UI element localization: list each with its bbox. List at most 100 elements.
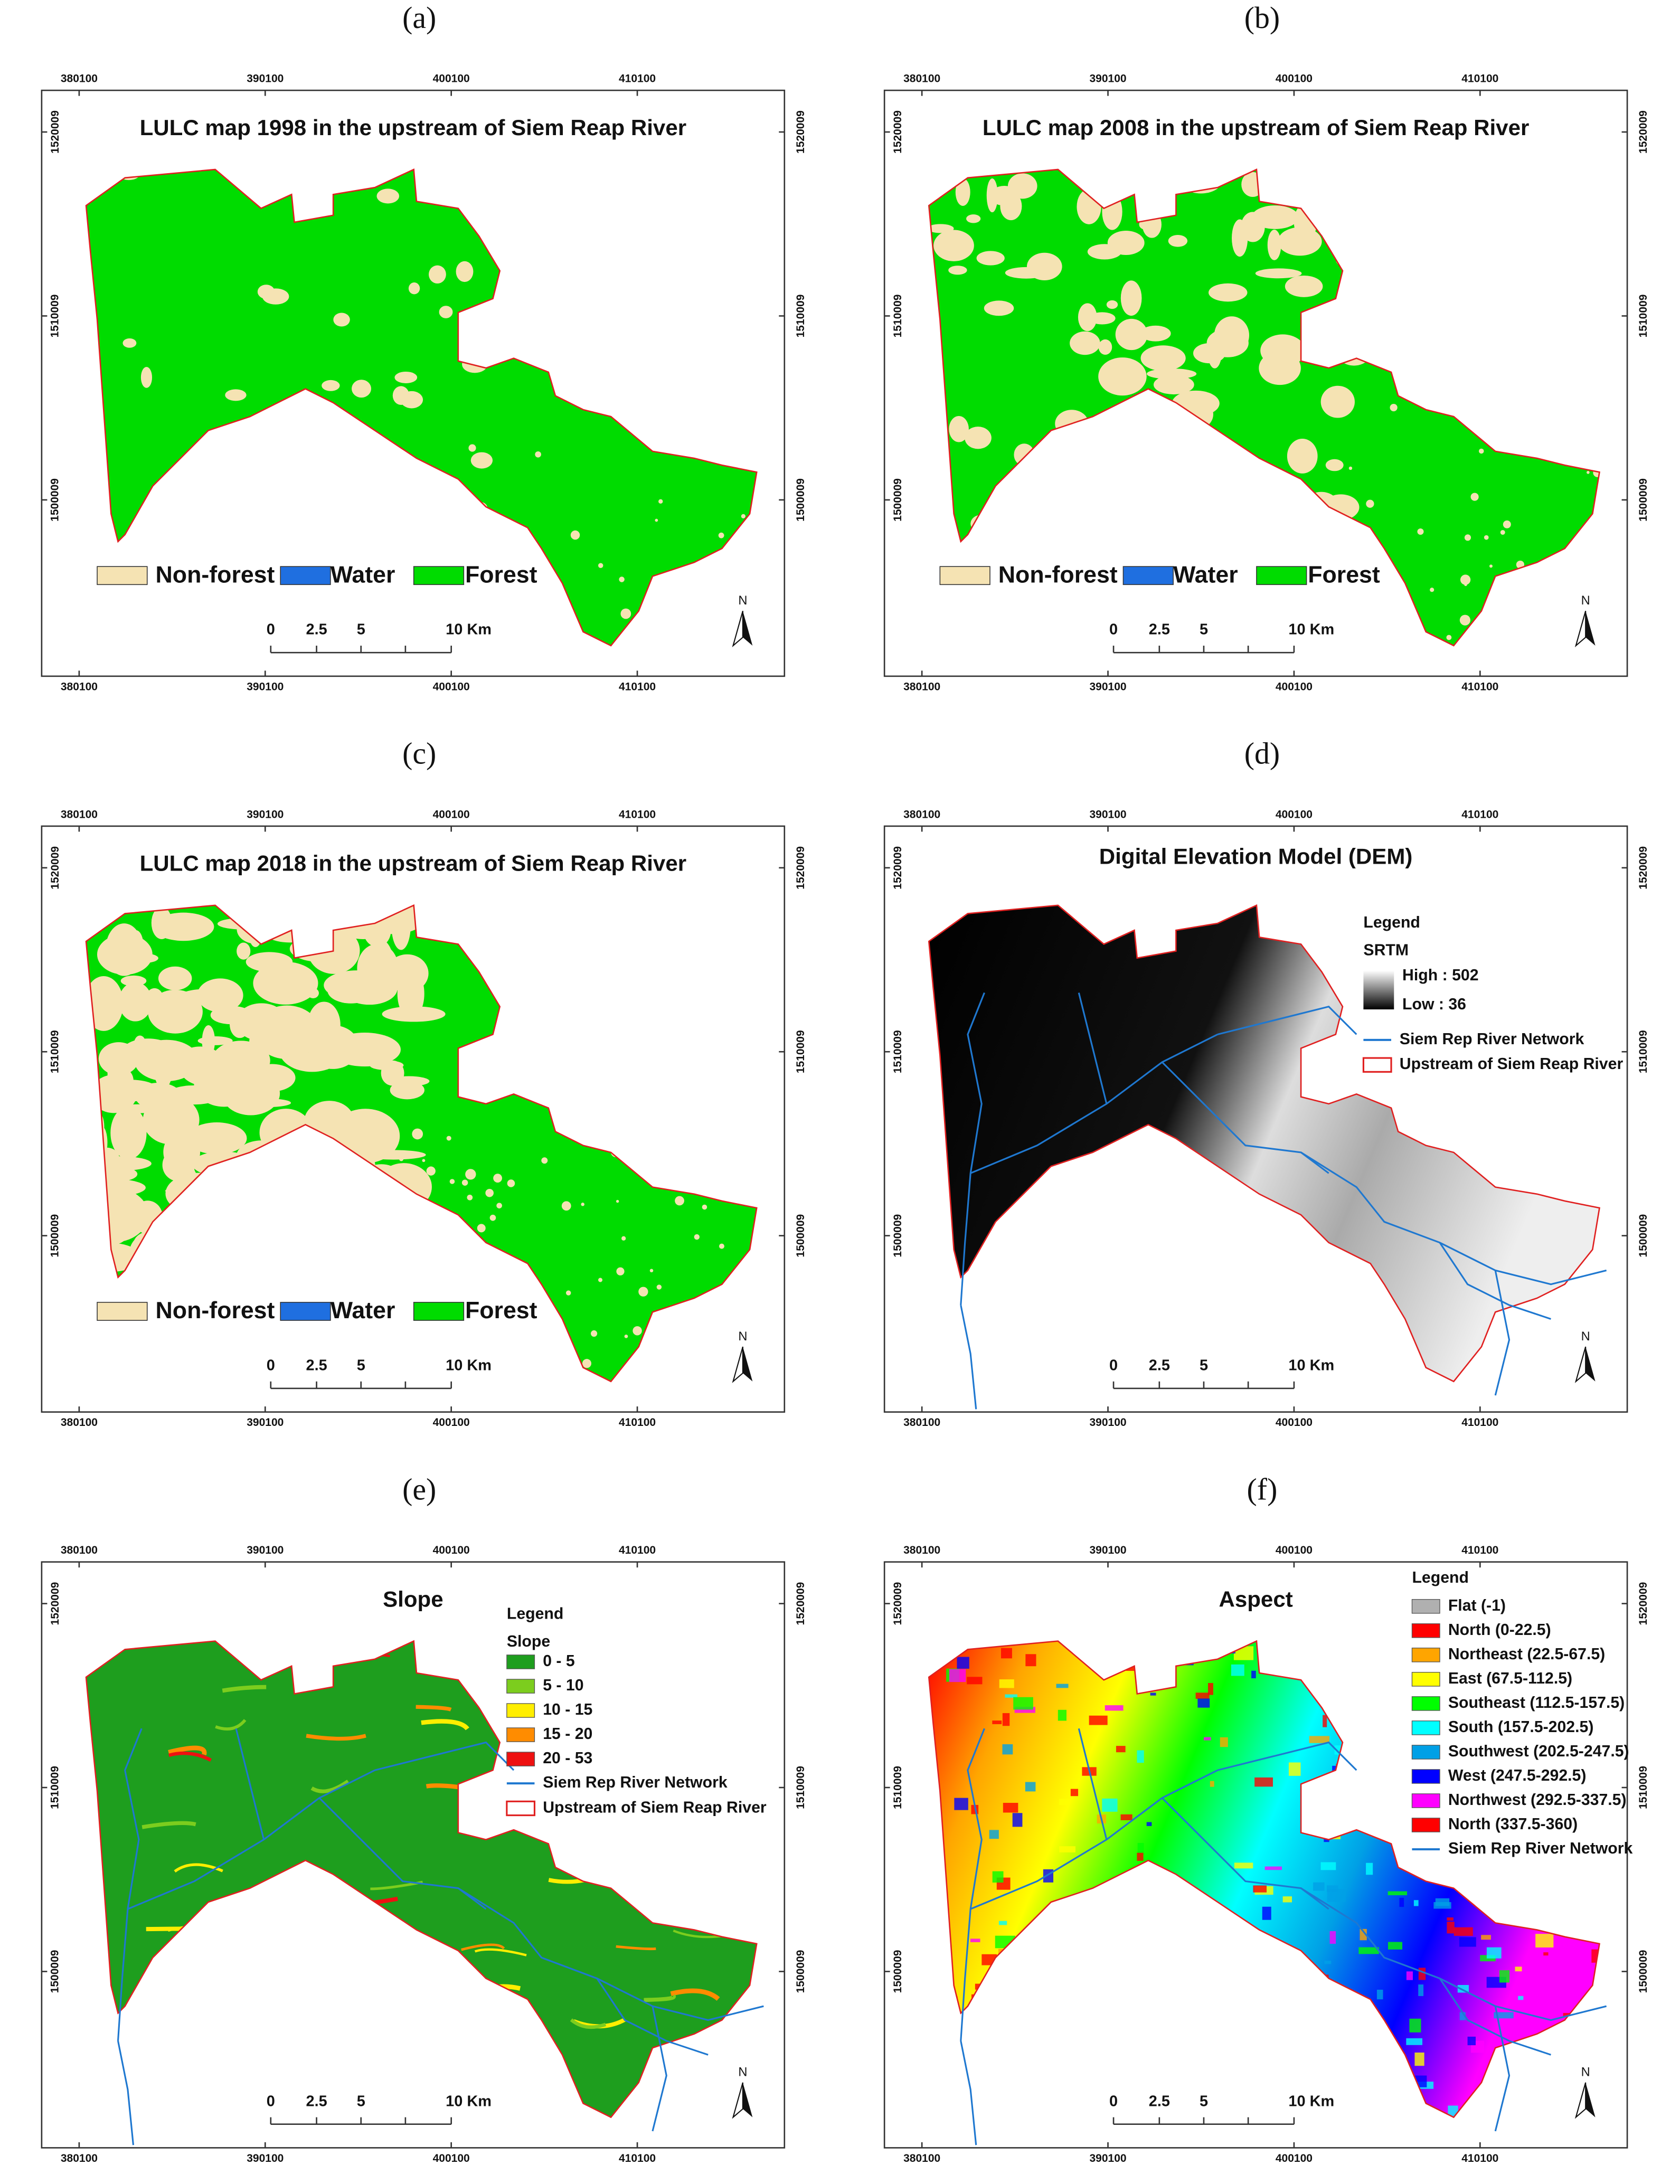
scale-label: 0 [1109, 621, 1118, 638]
y-tick-label: 1520009 [795, 846, 807, 890]
legend-label: Siem Rep River Network [1448, 1840, 1633, 1857]
non-forest-patch [122, 338, 137, 348]
river [318, 1797, 487, 1910]
x-tick-label: 410100 [1461, 808, 1498, 820]
legend-title: Legend [1412, 1569, 1469, 1586]
scale-label: 10 Km [1288, 1357, 1334, 1374]
panel-label: (f) [1247, 1472, 1278, 1506]
non-forest-patch [719, 1243, 724, 1249]
non-forest-patch [933, 230, 974, 261]
map-panel: (a) 380100 380100 390100 390100 400100 400100 4… [41, 1, 807, 693]
north-arrow [1585, 1347, 1596, 1382]
non-forest-patch [408, 282, 420, 295]
non-forest-patch [1500, 530, 1505, 535]
aspect-patch [992, 1871, 1004, 1883]
legend-label: 0 - 5 [543, 1652, 575, 1670]
x-tick-label: 380100 [61, 1544, 98, 1556]
non-forest-patch [397, 968, 424, 1019]
aspect-patch [1013, 1697, 1033, 1710]
legend-swatch [1256, 566, 1307, 585]
river [1494, 1270, 1511, 1396]
non-forest-patch [976, 251, 1005, 266]
y-tick-label: 1520009 [1637, 1582, 1649, 1625]
aspect-patch [1494, 2012, 1514, 2019]
river [457, 1887, 764, 2021]
north-arrow [1585, 2082, 1596, 2117]
legend-label: Water [331, 562, 395, 588]
legend-swatch [1411, 1769, 1440, 1784]
non-forest-patch [598, 1278, 603, 1282]
y-tick-label: 1510009 [1637, 1766, 1649, 1809]
y-tick-label: 1500009 [892, 478, 904, 522]
non-forest-patch [949, 416, 969, 442]
aspect-patch [1376, 1989, 1383, 2000]
y-tick-label: 1520009 [49, 110, 61, 154]
non-forest-patch [135, 1083, 182, 1110]
x-tick-label: 390100 [1089, 1544, 1126, 1556]
non-forest-patch [361, 1150, 426, 1160]
x-tick-label: 390100 [1089, 1416, 1126, 1429]
non-forest-patch [1303, 453, 1309, 460]
legend-label: Forest [465, 562, 537, 588]
legend-swatch [1411, 1745, 1440, 1760]
aspect-patch [1518, 1996, 1524, 2000]
x-tick-label: 410100 [1461, 1544, 1498, 1556]
panel-label: (e) [402, 1472, 436, 1506]
x-tick-label: 410100 [619, 1544, 656, 1556]
non-forest-patch [1390, 403, 1398, 412]
north-label: N [738, 1330, 747, 1344]
aspect-patch [1025, 1654, 1036, 1667]
non-forest-patch [1193, 343, 1226, 364]
x-tick-label: 380100 [61, 808, 98, 820]
y-tick-label: 1500009 [795, 478, 807, 522]
non-forest-patch [110, 1107, 147, 1159]
aspect-patch [1059, 1799, 1070, 1805]
non-forest-patch [449, 1179, 455, 1184]
slope-streak [168, 1745, 207, 1755]
x-tick-label: 400100 [433, 1544, 470, 1556]
legend-title: Legend [507, 1605, 564, 1623]
legend-subtitle: Slope [507, 1633, 550, 1650]
non-forest-patch [620, 608, 631, 619]
aspect-patch [1197, 1698, 1210, 1708]
x-tick-label: 400100 [1276, 1416, 1313, 1429]
map-area [86, 1641, 757, 2117]
legend-label: East (67.5-112.5) [1448, 1670, 1572, 1687]
non-forest-patch [493, 1174, 502, 1183]
non-forest-patch [1478, 448, 1484, 454]
aspect-patch [1309, 1736, 1330, 1743]
non-forest-patch [624, 1334, 628, 1338]
river [1439, 1978, 1551, 2056]
legend-swatch [1411, 1672, 1440, 1687]
non-forest-patch [376, 188, 400, 204]
legend-label: Non-forest [998, 562, 1118, 588]
non-forest-patch [565, 1290, 571, 1296]
non-forest-patch [1267, 230, 1281, 260]
x-tick-label: 410100 [1461, 2152, 1498, 2164]
slope-streak [416, 1705, 452, 1712]
legend-swatch [1122, 566, 1174, 585]
non-forest-patch [702, 1204, 707, 1210]
aspect-patch [1005, 1694, 1017, 1698]
non-forest-patch [1348, 466, 1353, 470]
aspect-patch [970, 1939, 980, 1942]
non-forest-patch [1287, 439, 1318, 474]
non-forest-patch [477, 1224, 486, 1233]
aspect-patch [1313, 1882, 1325, 1891]
river [960, 1728, 985, 2041]
north-arrow [1574, 611, 1587, 648]
x-tick-label: 400100 [1276, 1544, 1313, 1556]
scale-label: 10 Km [1288, 621, 1334, 638]
scale-label: 5 [1200, 1357, 1208, 1374]
non-forest-patch [656, 1284, 662, 1290]
y-tick-label: 1520009 [892, 846, 904, 890]
non-forest-patch [381, 1060, 404, 1086]
non-forest-patch [741, 514, 745, 518]
non-forest-patch [598, 563, 603, 568]
map-panel: (c) 380100 380100 390100 390100 400100 400100 4… [41, 736, 807, 1429]
legend-label: Upstream of Siem Reap River [1400, 1055, 1624, 1073]
y-tick-label: 1500009 [1637, 1214, 1649, 1258]
aspect-patch [1499, 1970, 1510, 1983]
x-tick-label: 390100 [1089, 680, 1126, 693]
aspect-patch [1399, 1897, 1404, 1907]
